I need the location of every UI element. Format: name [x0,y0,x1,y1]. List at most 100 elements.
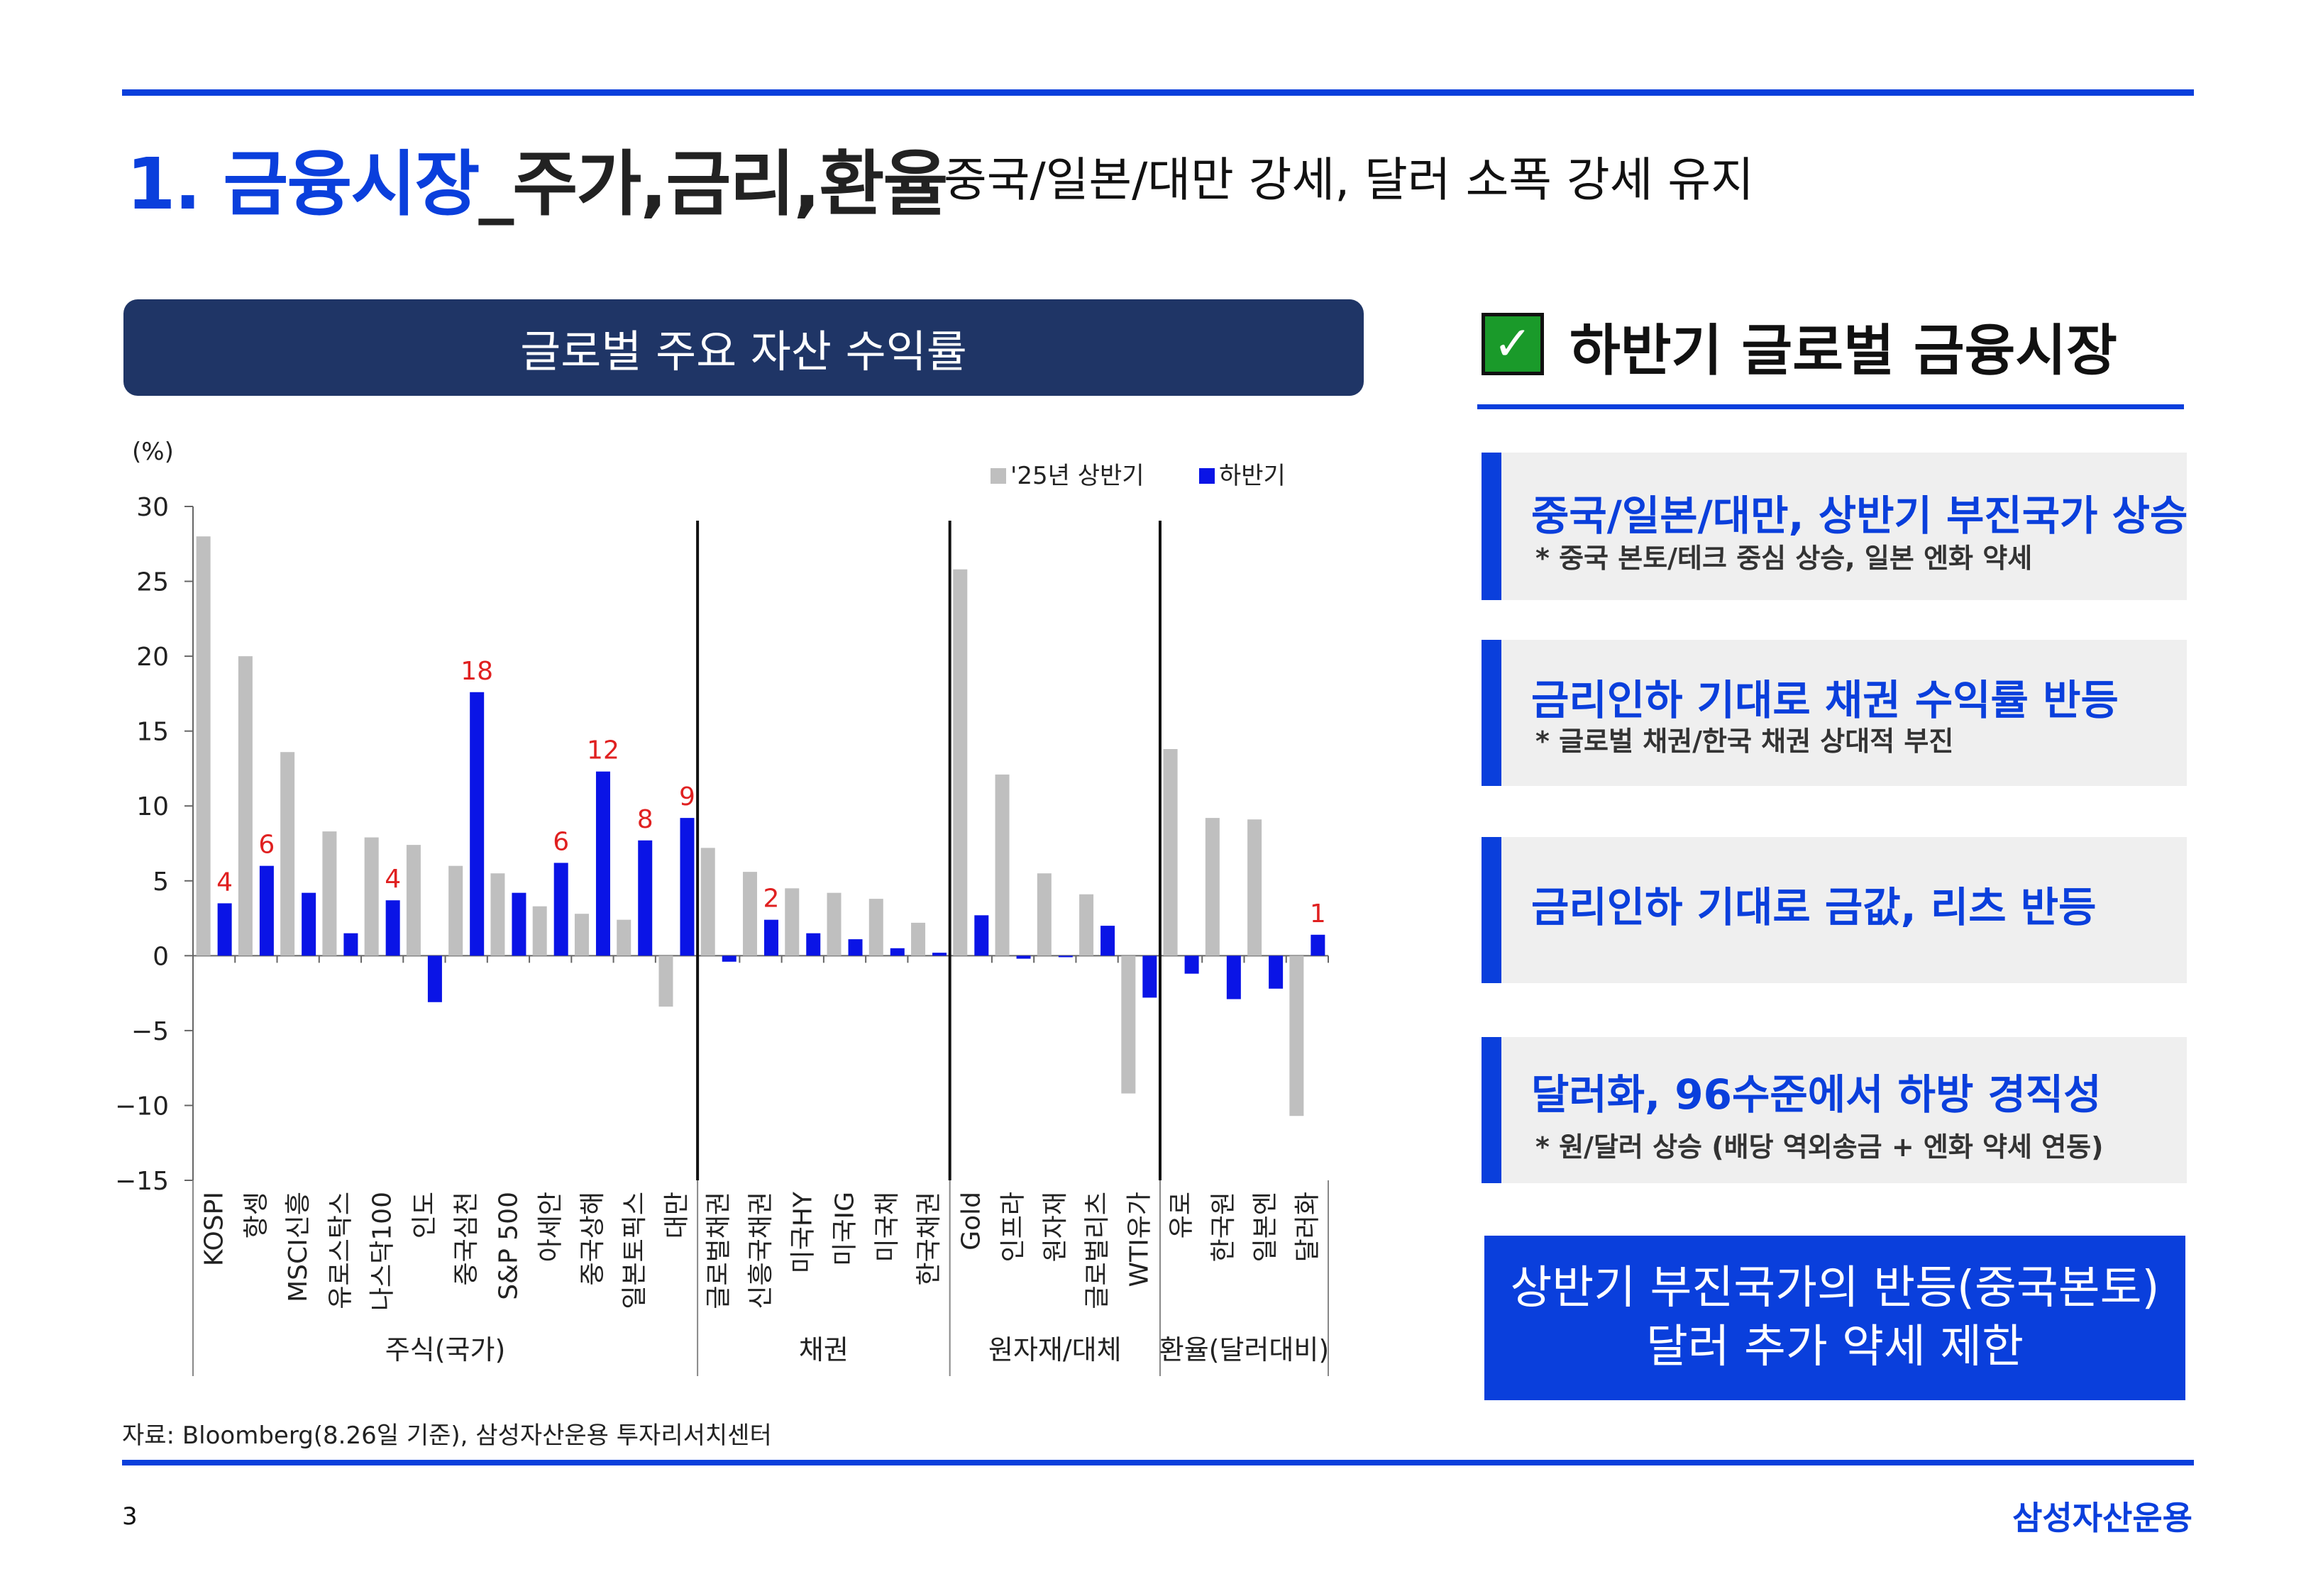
bar-second-half [1226,955,1241,999]
bar-first-half [196,536,211,956]
bar-first-half [743,872,757,956]
category-label: 중국상해 [578,1192,607,1285]
card-accent [1482,640,1501,786]
page-title: 1. 금융시장_주가,금리,환율 [126,126,948,229]
bar-second-half [512,892,526,956]
data-label: 12 [587,736,619,765]
bar-first-half [911,922,926,956]
y-tick-label: −15 [115,1167,169,1196]
data-label: 2 [763,885,780,914]
category-label: 아세안 [536,1192,566,1262]
category-label: 달러화 [1293,1192,1322,1262]
bar-first-half [490,873,505,956]
y-tick-label: −10 [115,1092,169,1121]
bar-first-half [238,656,253,956]
card-accent [1482,1037,1501,1183]
bar-second-half [764,919,778,956]
card-heading: 달러화, 96수준에서 하방 경직성 [1531,1070,2102,1119]
y-tick-label: 5 [153,868,169,897]
bar-second-half [385,900,400,956]
card-subtext: * 중국 본토/테크 중심 상승, 일본 엔화 약세 [1535,543,2033,574]
legend-label: 하반기 [1219,462,1286,490]
group-label: 채권 [799,1334,849,1365]
category-label: 중국심천 [452,1192,481,1285]
bar-first-half [785,888,800,956]
bar-second-half [638,840,653,956]
bar-second-half [890,948,905,956]
bar-first-half [532,906,547,956]
source-note: 자료: Bloomberg(8.26일 기준), 삼성자산운용 투자리서치센터 [122,1422,772,1450]
bar-first-half [280,752,295,956]
conclusion-line-1: 상반기 부진국가의 반등(중국본토) [1510,1261,2160,1314]
category-label: WTI유가 [1125,1192,1154,1287]
card-1: 중국/일본/대만, 상반기 부진국가 상승 * 중국 본토/테크 중심 상승, … [1482,453,2188,600]
bar-second-half [1142,955,1157,998]
title-number: 1. 금융시장 [126,143,480,226]
y-tick-label: 0 [153,942,169,971]
bar-first-half [1289,955,1304,1116]
bar-second-half [343,933,358,956]
panel-title: 하반기 글로벌 금융시장 [1569,319,2117,383]
card-heading: 금리인하 기대로 채권 수익률 반등 [1531,676,2119,724]
category-label: 미국HY [788,1191,817,1273]
bar-first-half [1079,894,1094,956]
bar-second-half [595,771,610,956]
category-label: 글로벌채권 [705,1192,734,1309]
bar-second-half [932,953,947,956]
bar-second-half [217,903,232,956]
category-label: 미국채 [873,1192,902,1262]
group-label: 원자재/대체 [988,1334,1122,1365]
data-label: 6 [553,827,569,856]
category-label: 신흥국채권 [746,1192,776,1309]
legend-label: '25년 상반기 [1010,462,1144,490]
card-heading: 중국/일본/대만, 상반기 부진국가 상승 [1531,492,2188,540]
y-tick-label: −5 [131,1017,169,1046]
bar-second-half [1184,955,1199,974]
data-label: 4 [385,865,401,894]
bar-second-half [302,892,316,956]
data-label: 9 [679,782,695,811]
bar-second-half [806,933,821,956]
category-label: 유로스탁스 [326,1192,355,1309]
category-label: 미국IG [831,1192,860,1266]
bar-first-half [617,919,631,956]
card-2: 금리인하 기대로 채권 수익률 반등 * 글로벌 채권/한국 채권 상대적 부진 [1482,640,2187,786]
card-accent [1482,837,1501,983]
category-label: MSCI신흥 [284,1192,313,1302]
category-label: 일본토픽스 [620,1192,649,1309]
bar-first-half [406,845,421,956]
data-label: 1 [1310,899,1326,929]
bar-second-half [680,818,695,956]
bar-first-half [953,569,968,956]
panel-divider [1477,404,2184,409]
card-3: 금리인하 기대로 금값, 리츠 반등 [1482,837,2187,983]
y-tick-label: 30 [136,493,169,522]
data-label: 8 [637,805,653,834]
bar-second-half [1269,955,1284,989]
title-sub: _주가,금리,환율 [478,143,948,226]
y-tick-label: 15 [136,718,169,747]
bar-second-half [848,939,863,956]
chart-header: 글로벌 주요 자산 수익률 [123,299,1364,396]
bar-second-half [427,955,442,1002]
category-label: 항셍 [242,1192,271,1238]
bar-first-half [1205,818,1220,956]
bar-second-half [553,863,568,956]
bar-second-half [974,915,989,956]
card-heading: 금리인하 기대로 금값, 리츠 반등 [1531,883,2097,931]
card-4: 달러화, 96수준에서 하방 경직성 * 원/달러 상승 (배당 역외송금 + … [1482,1037,2187,1183]
card-subtext: * 원/달러 상승 (배당 역외송금 + 엔화 약세 연동) [1535,1131,2104,1163]
legend-swatch [991,468,1006,484]
category-label: KOSPI [200,1192,229,1266]
bar-first-half [322,831,337,956]
data-label: 6 [258,831,275,860]
y-axis-unit: (%) [132,438,174,466]
bar-first-half [574,914,589,956]
bar-first-half [1247,819,1262,956]
bar-second-half [1311,934,1325,956]
category-label: 원자재 [1041,1192,1070,1262]
data-label: 4 [216,868,233,897]
bar-second-half [470,692,485,956]
bar-first-half [364,837,379,956]
bar-first-half [700,848,715,956]
